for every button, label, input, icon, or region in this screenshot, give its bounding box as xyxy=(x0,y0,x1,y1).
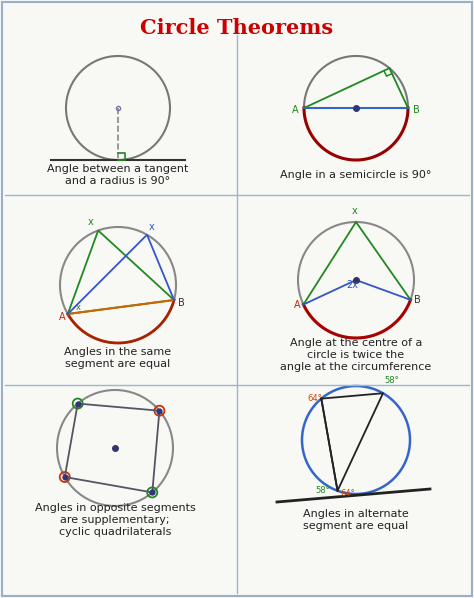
Text: Angle in a semicircle is 90°: Angle in a semicircle is 90° xyxy=(280,170,432,180)
Text: 2x: 2x xyxy=(346,280,358,290)
Text: B: B xyxy=(413,105,419,115)
Text: A: A xyxy=(292,105,298,115)
Text: 58°: 58° xyxy=(384,376,399,385)
Text: 64°: 64° xyxy=(307,393,322,402)
Text: x: x xyxy=(76,303,81,312)
Text: x: x xyxy=(352,206,358,216)
Text: Angle between a tangent
and a radius is 90°: Angle between a tangent and a radius is … xyxy=(47,164,189,186)
Text: 58°: 58° xyxy=(316,486,330,495)
Text: Angles in opposite segments
are supplementary;
cyclic quadrilaterals: Angles in opposite segments are suppleme… xyxy=(35,504,195,536)
Text: Circle Theorems: Circle Theorems xyxy=(140,18,334,38)
Text: Angle at the centre of a
circle is twice the
angle at the circumference: Angle at the centre of a circle is twice… xyxy=(281,338,432,371)
Text: A: A xyxy=(293,300,300,310)
Text: B: B xyxy=(178,298,185,308)
Text: Angles in alternate
segment are equal: Angles in alternate segment are equal xyxy=(303,509,409,531)
Text: x: x xyxy=(88,218,94,227)
Text: B: B xyxy=(413,295,420,305)
Text: x: x xyxy=(149,222,155,232)
Text: 64°: 64° xyxy=(340,489,356,498)
Text: Angles in the same
segment are equal: Angles in the same segment are equal xyxy=(64,347,172,369)
Text: A: A xyxy=(59,312,65,322)
